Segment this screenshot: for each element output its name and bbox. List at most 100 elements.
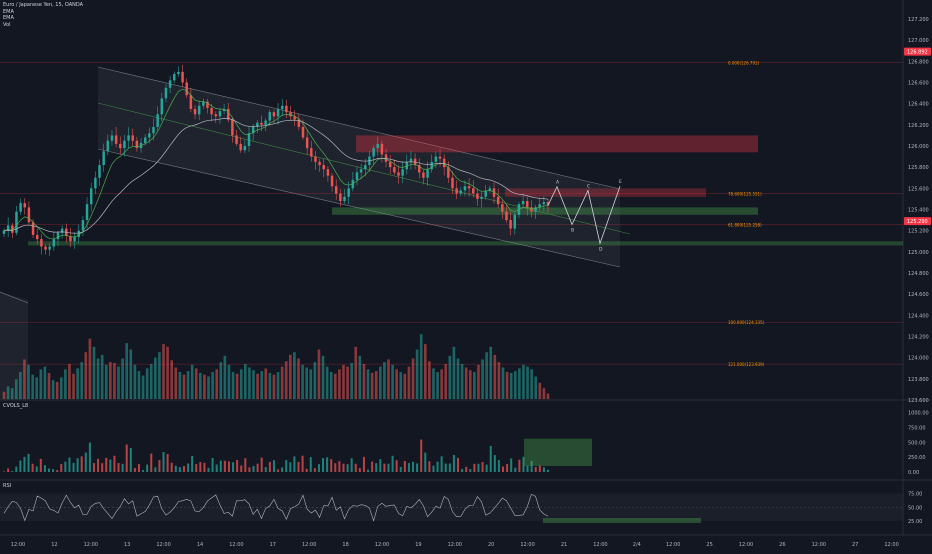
candle-body bbox=[459, 190, 463, 194]
cvd-bar bbox=[56, 470, 59, 472]
candle-body bbox=[19, 203, 22, 212]
candle-body bbox=[314, 156, 317, 162]
indicator-volume[interactable]: Vol bbox=[3, 21, 11, 28]
price-tick-label: 125.600 bbox=[908, 186, 929, 192]
time-tick-label: 12:00 bbox=[448, 542, 462, 548]
price-tick-label: 126.600 bbox=[908, 81, 929, 87]
cvd-bar bbox=[240, 465, 243, 472]
cvd-bar bbox=[60, 464, 63, 472]
cvd-bar bbox=[80, 456, 83, 472]
cvd-bar bbox=[522, 456, 525, 472]
cvd-bar bbox=[199, 461, 202, 472]
cvd-bar bbox=[268, 461, 271, 472]
volume-bar bbox=[473, 372, 476, 399]
cvd-tick-label: 250.00 bbox=[908, 455, 926, 461]
volume-bar bbox=[542, 388, 546, 399]
volume-bar bbox=[68, 363, 71, 399]
candle-body bbox=[11, 225, 14, 233]
cvd-tick-label: 500.00 bbox=[908, 440, 926, 446]
volume-bar bbox=[489, 346, 493, 399]
cvd-bar bbox=[272, 460, 275, 472]
volume-bar bbox=[194, 368, 198, 399]
volume-bar bbox=[411, 358, 415, 399]
candle-body bbox=[85, 204, 89, 221]
candle-body bbox=[123, 140, 126, 149]
cvd-pane-label[interactable]: CVOLS_L8 bbox=[3, 403, 29, 409]
volume-bar bbox=[23, 359, 26, 399]
candle-body bbox=[73, 237, 76, 242]
volume-bar bbox=[219, 362, 223, 399]
chart-legend: Euro / Japanese Yen, 15, OANDA EMA EMA V… bbox=[3, 2, 83, 28]
volume-bar bbox=[256, 373, 259, 399]
fib-level-label: 0.000(126.791) bbox=[728, 60, 760, 65]
indicator-ema-1[interactable]: EMA bbox=[3, 8, 14, 15]
cvd-bar bbox=[530, 460, 533, 472]
cvd-bar bbox=[465, 466, 468, 472]
volume-bar bbox=[444, 363, 448, 399]
cvd-bar bbox=[358, 468, 361, 472]
volume-bar bbox=[272, 374, 276, 399]
ema-fast-line bbox=[3, 88, 549, 240]
time-tick-label: 12:00 bbox=[229, 542, 243, 548]
candle-body bbox=[48, 246, 51, 250]
rsi-projection-box bbox=[543, 518, 701, 523]
time-tick-label: 12:00 bbox=[593, 542, 607, 548]
candle-body bbox=[359, 169, 363, 173]
cvd-bar bbox=[424, 452, 427, 472]
candle-body bbox=[268, 112, 272, 121]
candle-body bbox=[505, 211, 508, 221]
rsi-pane-label[interactable]: RSI bbox=[3, 483, 12, 489]
price-tick-label: 127.200 bbox=[908, 17, 929, 23]
candle-body bbox=[160, 98, 164, 115]
cvd-bar bbox=[518, 459, 521, 472]
cvd-bar bbox=[92, 463, 95, 472]
time-tick-label: 12:00 bbox=[302, 542, 316, 548]
indicator-ema-2[interactable]: EMA bbox=[3, 15, 14, 21]
time-tick-label: 12:00 bbox=[666, 542, 680, 548]
volume-bar bbox=[526, 366, 529, 399]
candle-body bbox=[355, 172, 359, 180]
candle-body bbox=[455, 188, 458, 194]
cvd-bar bbox=[244, 458, 247, 472]
candle-body bbox=[509, 220, 512, 229]
cvd-bar bbox=[64, 461, 67, 472]
candle-body bbox=[189, 95, 193, 109]
cvd-bar bbox=[514, 467, 517, 472]
cvd-bar bbox=[420, 439, 423, 472]
volume-bar bbox=[362, 363, 366, 399]
candle-body bbox=[301, 126, 305, 138]
candle-body bbox=[276, 108, 280, 117]
candle-body bbox=[44, 246, 47, 250]
cvd-bar bbox=[23, 456, 26, 472]
candle-body bbox=[52, 239, 56, 247]
volume-bar bbox=[227, 364, 231, 399]
candle-body bbox=[447, 167, 450, 178]
volume-bar bbox=[84, 352, 88, 399]
cvd-bar bbox=[101, 463, 104, 472]
volume-bar bbox=[149, 363, 153, 399]
candle-body bbox=[293, 116, 296, 120]
wave-label: B bbox=[571, 228, 574, 234]
volume-bar bbox=[92, 346, 96, 399]
candle-body bbox=[442, 158, 446, 168]
candle-body bbox=[330, 175, 334, 187]
volume-bar bbox=[182, 374, 186, 399]
cvd-bar bbox=[510, 458, 513, 472]
cvd-bar bbox=[403, 461, 406, 472]
cvd-bar bbox=[477, 463, 480, 472]
candle-body bbox=[310, 148, 313, 157]
time-tick-label: 12:00 bbox=[520, 542, 534, 548]
cvd-bar bbox=[461, 469, 464, 472]
candle-body bbox=[339, 193, 342, 202]
time-tick-label: 26 bbox=[779, 542, 785, 548]
candle-body bbox=[438, 156, 442, 159]
cvd-bar bbox=[191, 456, 194, 472]
volume-bar bbox=[293, 352, 296, 399]
time-tick-label: 25 bbox=[706, 542, 712, 548]
wave-label: C bbox=[587, 183, 590, 189]
cvd-bar bbox=[412, 461, 415, 472]
volume-bar bbox=[309, 369, 313, 399]
volume-bar bbox=[350, 363, 353, 399]
